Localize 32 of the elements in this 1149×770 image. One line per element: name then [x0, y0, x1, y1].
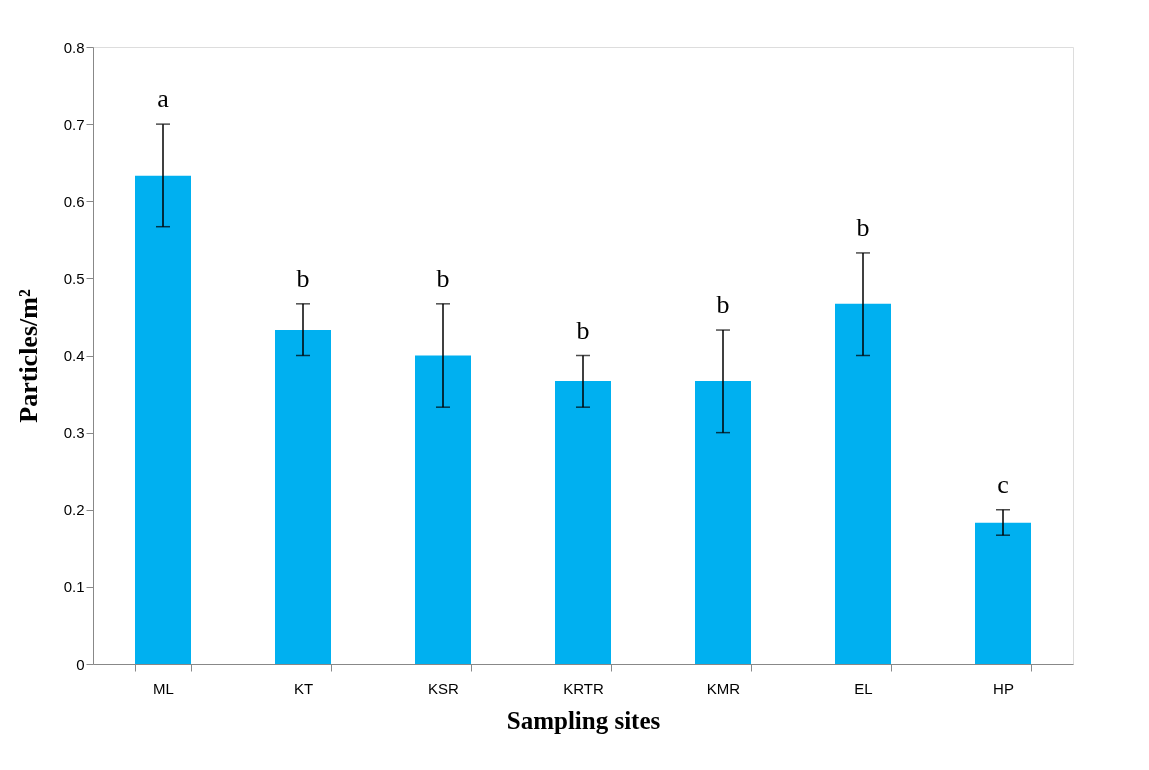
- bar: [975, 522, 1031, 664]
- y-tick-label: 0.8: [63, 38, 85, 56]
- annotation: b: [436, 263, 450, 293]
- x-tick-label: KSR: [428, 679, 460, 697]
- annotation: b: [716, 290, 730, 320]
- annotation: c: [997, 469, 1009, 499]
- y-tick-label: 0.7: [63, 115, 85, 133]
- x-tick-label: HP: [993, 679, 1014, 697]
- bar: [135, 175, 191, 664]
- x-tick-label: KMR: [706, 679, 741, 697]
- bar: [695, 380, 751, 664]
- x-tick-label: EL: [854, 679, 873, 697]
- annotation: b: [296, 263, 310, 293]
- y-tick-label: 0.1: [63, 578, 85, 596]
- y-axis-title: Particles/m²: [13, 289, 43, 423]
- y-tick-label: 0.4: [63, 347, 85, 364]
- y-tick-label: 0.2: [63, 501, 85, 519]
- annotation: b: [856, 212, 870, 242]
- x-tick-label: KRTR: [563, 679, 604, 697]
- y-tick-label: 0.6: [63, 192, 85, 210]
- y-tick-label: 0.5: [63, 269, 85, 287]
- bar: [555, 380, 611, 664]
- annotation: a: [157, 84, 170, 114]
- y-tick-label: 0: [76, 655, 85, 673]
- x-tick-label: ML: [153, 679, 174, 697]
- x-tick-label: KT: [293, 679, 314, 697]
- bar: [835, 303, 891, 664]
- bar: [415, 355, 471, 664]
- x-axis-title: Sampling sites: [506, 706, 661, 734]
- bar: [275, 330, 331, 664]
- y-tick-label: 0.3: [63, 424, 85, 442]
- annotation: b: [576, 315, 590, 345]
